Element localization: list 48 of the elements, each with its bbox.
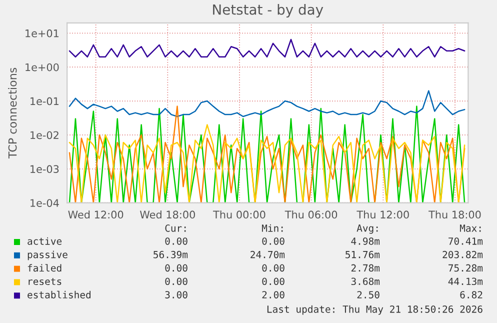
legend-label: established [28, 290, 90, 298]
chart-title: Netstat - by day [213, 4, 324, 18]
text: 70.41m [448, 237, 483, 245]
text: 4.98m [351, 237, 380, 245]
line-series [68, 90, 466, 118]
text: 0.00 [165, 278, 188, 286]
text: 56.39m [154, 250, 188, 258]
text: Min: [262, 224, 283, 232]
x-tick-label: Wed 12:00 [68, 210, 124, 219]
text: 24.70m [250, 250, 285, 258]
y-tick-label: 1e+01 [26, 29, 58, 38]
text: 2.50 [357, 291, 380, 298]
x-tick-label: Thu 12:00 [356, 210, 409, 219]
y-axis-title: TCP connections [8, 68, 17, 158]
text: Max: [460, 224, 481, 232]
text: Avg: [356, 224, 378, 234]
line-series [68, 124, 466, 203]
legend-label: failed [28, 264, 62, 272]
text: 3.68m [351, 278, 380, 286]
x-tick-label: Thu 18:00 [428, 210, 481, 219]
line-series [68, 38, 466, 58]
x-tick-label: Thu 06:00 [284, 210, 338, 219]
legend-label: resets [28, 278, 62, 286]
line-series [68, 106, 466, 203]
text: 0.00 [262, 237, 284, 245]
text: 51.76m [346, 250, 380, 258]
text: 2.78m [351, 264, 380, 272]
text: 0.00 [165, 264, 188, 272]
y-tick-label: 1e-01 [30, 97, 58, 106]
legend-label: active [28, 237, 62, 245]
y-tick-label: 1e+00 [26, 63, 59, 72]
text: 3.00 [165, 291, 188, 298]
y-tick-label: 1e-03 [30, 165, 59, 174]
text: 44.13m [448, 278, 483, 286]
text: 203.82m [442, 250, 483, 258]
x-tick-label: Wed 18:00 [140, 210, 195, 219]
text: Last update: Thu May 21 18:50:26 2026 [267, 305, 482, 315]
y-tick-label: 1e-04 [30, 199, 59, 207]
x-tick-label: Thu 00:00 [213, 210, 266, 219]
text: 0.00 [262, 264, 284, 272]
text: 0.00 [165, 237, 188, 245]
y-tick-label: 1e-02 [30, 131, 58, 140]
text: 0.00 [262, 278, 284, 286]
text: 2.00 [262, 291, 284, 298]
text: Cur: [165, 224, 186, 232]
legend-label: passive [28, 250, 68, 260]
text: 75.28m [448, 264, 483, 272]
text: 6.82 [460, 291, 482, 298]
